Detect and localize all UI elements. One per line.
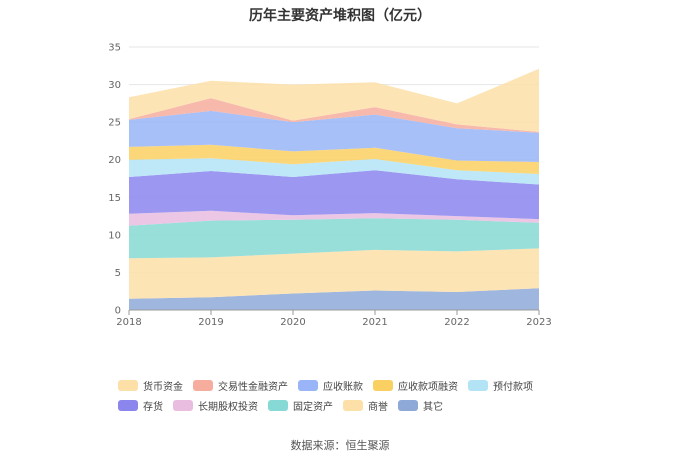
area-商誉 [129,248,539,299]
y-tick-label: 15 [108,193,121,204]
legend-label: 交易性金融资产 [218,381,288,393]
legend-swatch [118,379,138,391]
x-tick-label: 2022 [444,317,469,328]
y-tick-labels: 0 5 10 15 20 25 30 35 [108,43,121,317]
legend-swatch [298,379,318,391]
y-tick-label: 5 [115,268,121,279]
area-长期股权投资 [129,210,539,226]
area-应收账款 [129,110,539,162]
x-tick-label: 2018 [116,317,141,328]
legend-item[interactable]: 应收账款 [298,378,363,393]
legend-item[interactable]: 应收款项融资 [373,378,458,393]
legend-label: 存货 [143,401,163,413]
chart-title: 历年主要资产堆积图（亿元） [249,8,431,24]
legend-item[interactable]: 预付款项 [468,378,533,393]
y-tick-label: 0 [115,306,121,317]
legend-label: 长期股权投资 [198,401,258,413]
legend-label: 货币资金 [143,381,183,393]
legend-swatch [468,379,488,391]
legend-swatch [343,399,363,411]
legend-swatch [268,399,288,411]
legend-swatch [398,399,418,411]
x-axis [128,309,540,315]
legend-item[interactable]: 其它 [398,398,443,413]
legend-item[interactable]: 货币资金 [118,378,183,393]
legend-swatch [173,399,193,411]
legend-label: 其它 [423,401,443,413]
x-tick-label: 2020 [280,317,305,328]
legend-item[interactable]: 交易性金融资产 [193,378,288,393]
area-预付款项 [129,158,539,185]
legend-swatch [118,399,138,411]
legend-item[interactable]: 长期股权投资 [173,398,258,413]
area-货币资金 [129,68,539,132]
legend-item[interactable]: 固定资产 [268,398,333,413]
y-tick-label: 30 [108,80,121,91]
y-tick-label: 35 [108,43,121,54]
area-交易性金融资产 [129,98,539,133]
legend-label: 应收款项融资 [398,381,458,393]
area-固定资产 [129,218,539,259]
area-应收款项融资 [129,144,539,174]
area-存货 [129,170,539,220]
x-tick-label: 2023 [526,317,551,328]
area-series [129,68,539,310]
y-tick-label: 10 [108,230,121,241]
y-tick-label: 25 [108,118,121,129]
legend-swatch [193,379,213,391]
legend-swatch [373,379,393,391]
legend-label: 预付款项 [493,381,533,393]
y-tick-label: 20 [108,155,121,166]
x-tick-label: 2021 [362,317,387,328]
x-tick-labels: 2018 2019 2020 2021 2022 2023 [116,317,551,328]
legend-item[interactable]: 商誉 [343,398,388,413]
data-source: 数据来源：恒生聚源 [290,439,390,452]
legend-label: 固定资产 [293,401,333,413]
legend-item[interactable]: 存货 [118,398,163,413]
legend-label: 应收账款 [323,381,363,393]
legend-label: 商誉 [368,401,388,413]
area-其它 [129,288,539,310]
x-tick-label: 2019 [198,317,223,328]
legend: 货币资金 交易性金融资产 应收账款 应收款项融资 预付款项存货 长期股权投资 固定资产 商誉 其… [118,378,578,413]
